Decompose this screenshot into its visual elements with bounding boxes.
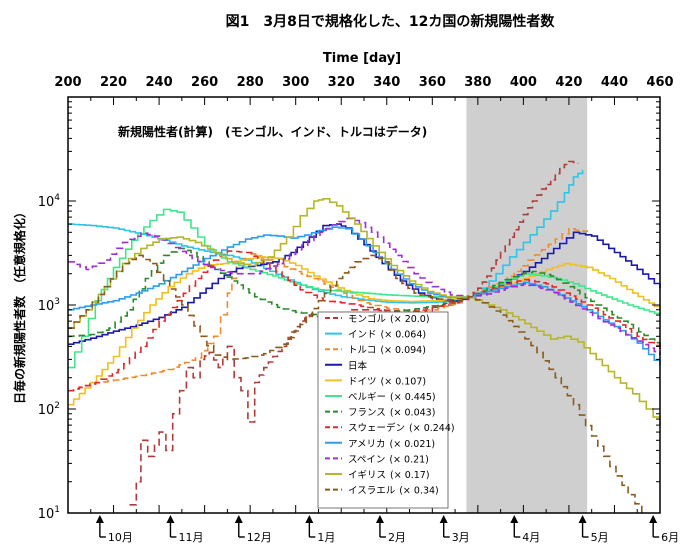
shaded-region <box>466 97 588 513</box>
x-tick-label: 240 <box>146 75 173 90</box>
legend-label: フランス (× 0.043) <box>348 408 435 419</box>
legend-label: ベルギー (× 0.445) <box>348 392 436 403</box>
legend-label: アメリカ (× 0.021) <box>348 439 435 450</box>
month-label: 2月 <box>388 531 406 544</box>
month-arrow <box>510 515 519 523</box>
legend-label: ドイツ (× 0.107) <box>348 376 426 387</box>
x-tick-label: 420 <box>555 75 582 90</box>
x-axis-label: Time [day] <box>323 51 401 66</box>
y-tick-label: 101 <box>38 505 60 522</box>
chart-title: 図1 3月8日で規格化した、12カ国の新規陽性者数 <box>226 13 556 30</box>
month-label: 4月 <box>522 531 540 544</box>
y-tick-label: 103 <box>38 297 60 314</box>
month-label: 3月 <box>452 531 470 544</box>
month-label: 12月 <box>247 531 272 544</box>
chart-annotation: 新規陽性者(計算) (モンゴル、インド、トルコはデータ) <box>118 124 427 139</box>
x-tick-label: 380 <box>464 75 491 90</box>
series-line-5 <box>68 256 661 406</box>
x-tick-label: 440 <box>601 75 628 90</box>
legend-label: トルコ (× 0.094) <box>348 345 426 356</box>
series-line-8 <box>68 250 661 392</box>
month-arrow <box>234 515 243 523</box>
series-line-6 <box>68 208 661 369</box>
month-label: 1月 <box>317 531 335 544</box>
y-tick-label: 102 <box>38 401 60 418</box>
legend-label: スペイン (× 0.21) <box>348 454 429 465</box>
legend-label: 日本 <box>348 360 368 372</box>
legend-label: イスラエル (× 0.34) <box>348 486 439 497</box>
month-arrow <box>166 515 175 523</box>
legend-box <box>317 311 449 509</box>
x-tick-label: 400 <box>510 75 537 90</box>
month-arrow <box>305 515 314 523</box>
month-arrow <box>375 515 384 523</box>
series-line-12 <box>68 254 643 513</box>
y-axis-label: 日毎の新規陽性者数 （任意規格化） <box>12 206 27 404</box>
legend-label: スウェーデン (× 0.244) <box>348 422 455 434</box>
month-label: 10月 <box>108 531 133 544</box>
y-tick-label: 104 <box>38 193 61 210</box>
x-tick-label: 280 <box>237 75 264 90</box>
month-label: 6月 <box>661 531 679 544</box>
month-label: 5月 <box>591 531 609 544</box>
series-line-11 <box>68 198 661 426</box>
x-tick-label: 460 <box>646 75 673 90</box>
x-tick-label: 260 <box>191 75 218 90</box>
legend-label: インド (× 0.064) <box>348 330 426 341</box>
x-tick-label: 300 <box>282 75 309 90</box>
month-arrow <box>95 515 104 523</box>
month-arrow <box>578 515 587 523</box>
series-line-1 <box>129 160 579 506</box>
series-line-10 <box>68 217 661 356</box>
x-tick-label: 220 <box>100 75 127 90</box>
month-arrow <box>439 515 448 523</box>
month-arrow <box>649 515 658 523</box>
x-tick-label: 340 <box>373 75 400 90</box>
x-tick-label: 360 <box>419 75 446 90</box>
legend: モンゴル (× 20.0)インド (× 0.064)トルコ (× 0.094)日本ドイ… <box>317 311 455 509</box>
x-tick-label: 320 <box>328 75 355 90</box>
x-tick-label: 200 <box>54 75 81 90</box>
series-line-2 <box>68 169 584 304</box>
month-label: 11月 <box>178 531 203 544</box>
